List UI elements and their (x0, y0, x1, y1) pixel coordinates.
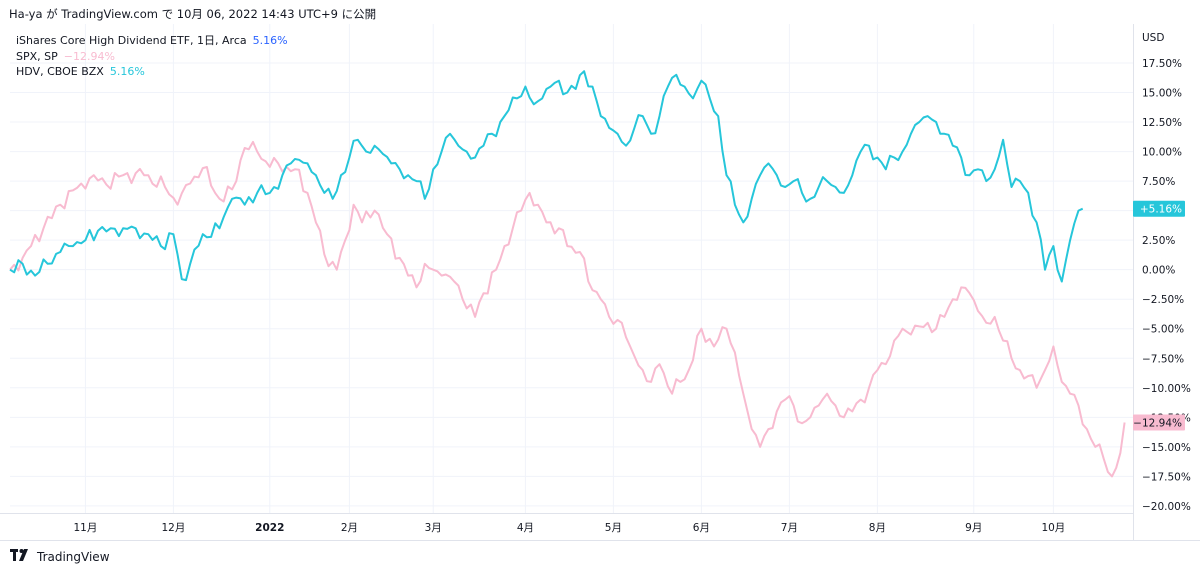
x-tick-label: 10月 (1041, 522, 1065, 534)
legend-item-label: SPX, SP (16, 49, 58, 63)
price-tag-bg (1133, 414, 1185, 431)
series-layer (9, 70, 1126, 478)
price-tag-label: +5.16% (1140, 204, 1182, 216)
x-tick-label: 5月 (605, 522, 622, 534)
x-tick-label: 6月 (693, 522, 710, 534)
axis-layer: 17.50%15.00%12.50%10.00%7.50%5.00%2.50%0… (0, 24, 1200, 541)
x-tick-label: 7月 (781, 522, 798, 534)
tradingview-logo-icon (10, 549, 32, 565)
y-tick-label: 10.00% (1142, 147, 1182, 159)
x-tick-label: 2月 (341, 522, 358, 534)
y-tick-label: 2.50% (1142, 235, 1175, 247)
y-tick-label: 0.00% (1142, 265, 1175, 277)
legend-item-hdv[interactable]: HDV, CBOE BZX 5.16% (16, 64, 288, 80)
x-tick-label: 8月 (869, 522, 886, 534)
y-tick-label: −15.00% (1142, 442, 1191, 454)
x-tick-label: 2022 (255, 522, 284, 534)
y-tick-label: −20.00% (1142, 501, 1191, 513)
currency-label: USD (1142, 32, 1164, 44)
grid-layer (10, 24, 1133, 513)
price-tag-label: −12.94% (1133, 418, 1182, 430)
legend-item-spx[interactable]: SPX, SP −12.94% (16, 49, 288, 65)
legend-item-label: HDV, CBOE BZX (16, 65, 104, 78)
series-line-hdv (9, 70, 1084, 283)
legend-main-value: 5.16% (252, 34, 288, 47)
y-tick-label: 15.00% (1142, 88, 1182, 100)
x-tick-label: 4月 (517, 522, 534, 534)
x-tick-label: 11月 (73, 522, 97, 534)
publish-info: Ha-ya が TradingView.com で 10月 06, 2022 1… (9, 7, 377, 21)
legend-item-value: 5.16% (109, 65, 145, 78)
legend-item-value: −12.94% (63, 49, 115, 63)
y-tick-label: −5.00% (1142, 324, 1184, 336)
legend: iShares Core High Dividend ETF, 1日, Arca… (16, 33, 288, 80)
y-tick-label: −10.00% (1142, 383, 1191, 395)
y-tick-label: −2.50% (1142, 294, 1184, 306)
y-tick-label: 12.50% (1142, 117, 1182, 129)
legend-main-label: iShares Core High Dividend ETF, 1日, Arca (16, 34, 247, 47)
price-tag-bg (1133, 200, 1185, 217)
y-tick-label: −7.50% (1142, 353, 1184, 365)
y-tick-label: 7.50% (1142, 176, 1175, 188)
x-tick-label: 12月 (161, 522, 185, 534)
x-tick-label: 9月 (965, 522, 982, 534)
x-tick-label: 3月 (425, 522, 442, 534)
y-tick-label: 17.50% (1142, 58, 1182, 70)
series-line-spx (9, 140, 1126, 478)
y-tick-label: −17.50% (1142, 471, 1191, 483)
footer-brand[interactable]: TradingView (10, 549, 110, 565)
footer-brand-text: TradingView (37, 550, 110, 564)
legend-main-row[interactable]: iShares Core High Dividend ETF, 1日, Arca… (16, 33, 288, 49)
price-label-layer: −12.94% +5.16% (1133, 200, 1185, 431)
